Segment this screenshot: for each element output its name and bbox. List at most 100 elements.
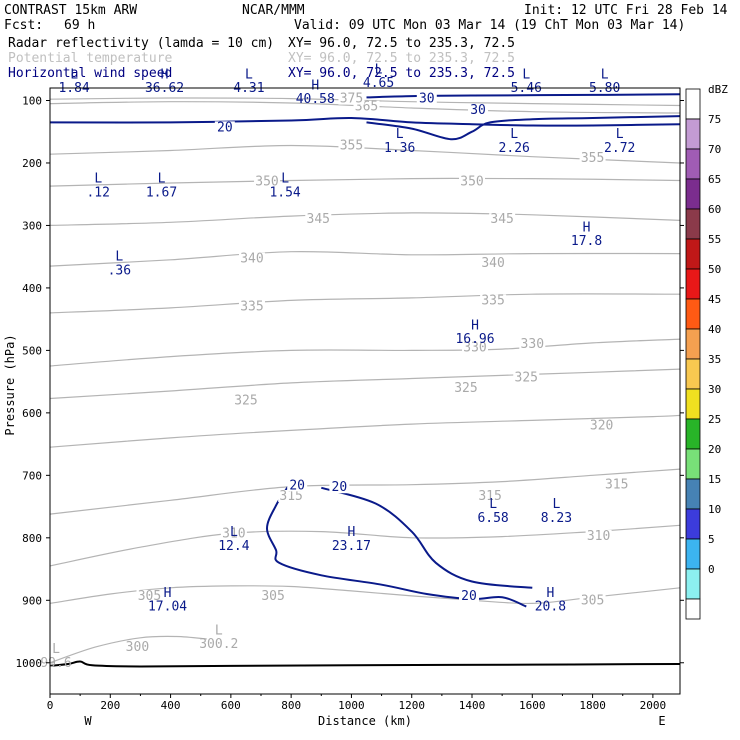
colorbar-swatch-35 bbox=[685, 358, 701, 390]
theta-contour-310 bbox=[49, 524, 681, 567]
x-axis-east-label: E bbox=[658, 714, 665, 728]
y-tick-label: 900 bbox=[22, 594, 42, 607]
y-tick-label: 500 bbox=[22, 344, 42, 357]
header: CONTRAST 15km ARW NCAR/MMM Init: 12 UTC … bbox=[4, 3, 728, 81]
y-tick-label: 100 bbox=[22, 94, 42, 107]
theta-contour-label: 315 bbox=[279, 489, 302, 504]
colorbar-tick-label: 30 bbox=[708, 383, 721, 396]
theta-contour-label: 325 bbox=[454, 381, 477, 396]
init-time: Init: 12 UTC Fri 28 Feb 14 bbox=[524, 3, 728, 18]
x-axis-west-label: W bbox=[84, 714, 92, 728]
colorbar-swatch-45 bbox=[685, 298, 701, 330]
colorbar-tick-label: 15 bbox=[708, 473, 721, 486]
colorbar-tick-label: 65 bbox=[708, 173, 721, 186]
theta-contour-325 bbox=[49, 368, 681, 400]
colorbar-tick-label: 25 bbox=[708, 413, 721, 426]
wind-label-bg bbox=[287, 479, 308, 492]
colorbar-tick-label: 40 bbox=[708, 323, 721, 336]
theta-label-bg bbox=[480, 294, 507, 307]
theta-label-bg bbox=[232, 394, 259, 407]
y-tick-label: 600 bbox=[22, 407, 42, 420]
wind-extremum-type: L bbox=[522, 67, 530, 82]
theta-label-bg bbox=[477, 489, 504, 502]
theta-contour-label: 330 bbox=[521, 337, 544, 352]
field-xy-theta: XY= 96.0, 72.5 to 235.3, 72.5 bbox=[288, 51, 515, 66]
theta-label-bg bbox=[305, 213, 332, 226]
colorbar-tick-label: 5 bbox=[708, 533, 715, 546]
theta-label-bg bbox=[136, 589, 163, 602]
theta-contour-label: 310 bbox=[587, 529, 610, 544]
field-name-theta: Potential temperature bbox=[8, 51, 173, 66]
theta-contour-label: 305 bbox=[138, 589, 161, 604]
x-tick-label: 1600 bbox=[519, 699, 546, 712]
wind-extremum-type: L bbox=[70, 67, 78, 82]
wind-contour-30 bbox=[366, 93, 681, 99]
theta-contour-label: 340 bbox=[240, 252, 263, 267]
wind-extremum-value: .36 bbox=[108, 263, 131, 278]
y-tick-label: 300 bbox=[22, 219, 42, 232]
theta-contour-label: 345 bbox=[307, 212, 330, 227]
colorbar-swatch-top bbox=[685, 88, 701, 120]
theta-contour-label: 300 bbox=[126, 640, 149, 655]
y-tick-label: 700 bbox=[22, 469, 42, 482]
colorbar-tick-label: 10 bbox=[708, 503, 721, 516]
theta-label-bg bbox=[462, 341, 489, 354]
field-xy-reflectivity: XY= 96.0, 72.5 to 235.3, 72.5 bbox=[288, 36, 515, 51]
theta-label-bg bbox=[238, 252, 265, 265]
theta-contour-label: 335 bbox=[240, 300, 263, 315]
theta-contour-label: 310 bbox=[222, 526, 245, 541]
theta-contour-300 bbox=[49, 635, 207, 664]
theta-contour-label: 375 bbox=[340, 92, 363, 107]
theta-contour-335 bbox=[49, 293, 681, 314]
theta-contour-label: 330 bbox=[463, 340, 486, 355]
wind-speed-contours bbox=[49, 93, 681, 608]
theta-label-bg bbox=[260, 589, 287, 602]
org-label: NCAR/MMM bbox=[242, 3, 305, 18]
colorbar-tick-label: 45 bbox=[708, 293, 721, 306]
theta-label-bg bbox=[220, 527, 247, 540]
y-tick-label: 800 bbox=[22, 532, 42, 545]
colorbar-tick-label: 50 bbox=[708, 263, 721, 276]
colorbar-swatch-25 bbox=[685, 418, 701, 450]
y-tick-label: 400 bbox=[22, 282, 42, 295]
colorbar-swatch-30 bbox=[685, 388, 701, 420]
x-tick-label: 1800 bbox=[579, 699, 606, 712]
wind-extremum-value: 6.58 bbox=[477, 511, 508, 526]
wind-extremum-value: 2.72 bbox=[604, 141, 635, 156]
x-tick-label: 2000 bbox=[640, 699, 667, 712]
theta-contour-label: 345 bbox=[490, 212, 513, 227]
theta-contour-label: 350 bbox=[255, 175, 278, 190]
wind-extremum-type: L bbox=[115, 250, 123, 265]
colorbar-swatch-10 bbox=[685, 508, 701, 540]
wind-extremum-value: 2.26 bbox=[499, 141, 530, 156]
theta-label-bg bbox=[579, 594, 606, 607]
wind-contour-label: 20 bbox=[217, 120, 233, 135]
colorbar-tick-label: 0 bbox=[708, 563, 715, 576]
theta-contour-label: 315 bbox=[605, 478, 628, 493]
theta-contour-315 bbox=[49, 468, 681, 515]
wind-contour-label: 20 bbox=[461, 589, 477, 604]
x-tick-label: 800 bbox=[281, 699, 301, 712]
wind-extremum-value: 17.04 bbox=[148, 600, 187, 615]
fcst-value: 69 h bbox=[64, 18, 95, 33]
wind-extremum-type: L bbox=[245, 67, 253, 82]
y-tick-label: 1000 bbox=[16, 657, 43, 670]
colorbar-tick-label: 60 bbox=[708, 203, 721, 216]
wind-contour-20 bbox=[265, 486, 527, 608]
x-tick-label: 0 bbox=[47, 699, 54, 712]
wind-extremum-type: L bbox=[375, 62, 383, 77]
theta-contour-label: 305 bbox=[581, 593, 604, 608]
wind-extremum-type: L bbox=[158, 172, 166, 187]
theta-label-bg bbox=[459, 175, 486, 188]
theta-label-bg bbox=[238, 300, 265, 313]
theta-contour-label: 305 bbox=[261, 589, 284, 604]
colorbar-swatch-50 bbox=[685, 268, 701, 300]
wind-extremum-type: L bbox=[94, 172, 102, 187]
field-xy-wind: XY= 96.0, 72.5 to 235.3, 72.5 bbox=[288, 66, 515, 81]
colorbar-unit: dBZ bbox=[708, 83, 728, 96]
x-axis: 0 200 400 600 800 1000 1200 1400 1600 1800 2000 bbox=[47, 694, 666, 712]
wind-extremum-type: H bbox=[161, 67, 169, 82]
wind-extremum-type: L bbox=[616, 127, 624, 142]
field-name-wind: Horizontal wind speed bbox=[8, 66, 172, 81]
theta-label-bg bbox=[480, 256, 507, 269]
